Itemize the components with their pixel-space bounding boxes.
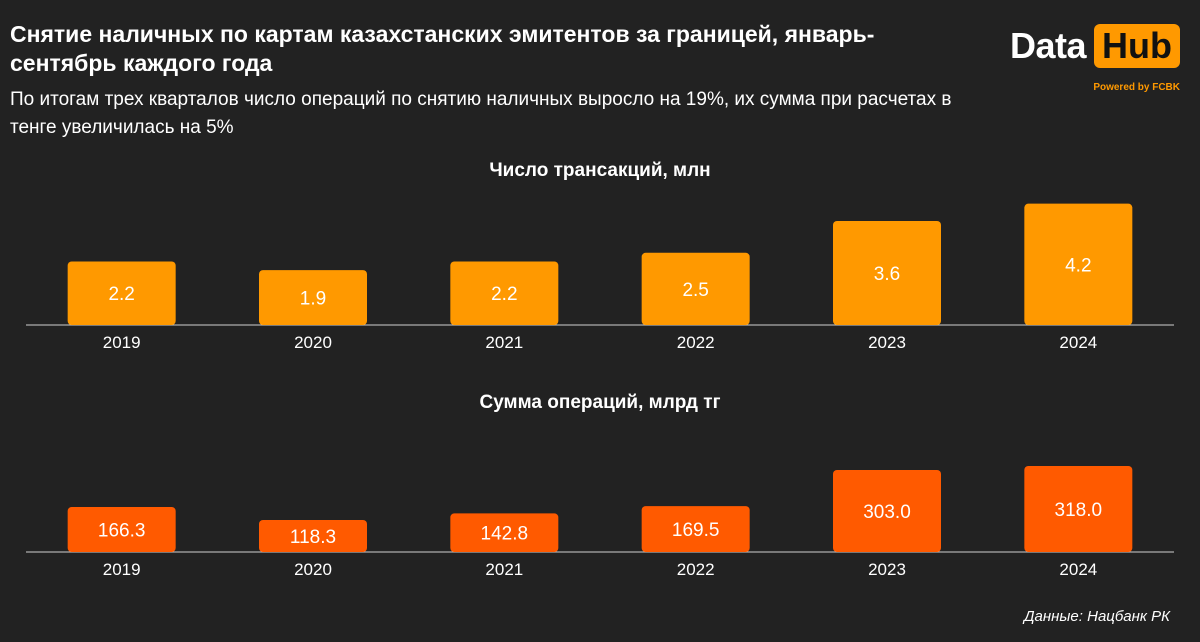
chart1-bar-2019: [67, 261, 176, 325]
chart2-value-label-2022: 169.5: [672, 520, 720, 541]
chart2-tick-label-2023: 2023: [868, 560, 906, 579]
chart2-tick-label-2022: 2022: [677, 560, 715, 579]
chart2-value-label-2023: 303.0: [863, 502, 911, 523]
chart1-bar-2023: [833, 221, 941, 325]
chart2-tick-label-2021: 2021: [485, 560, 523, 579]
chart2-value-label-2021: 142.8: [481, 524, 529, 545]
logo-data-text: Data: [1009, 25, 1087, 66]
chart2-bar-2020: [259, 519, 367, 552]
chart2-bar-2023: [833, 470, 941, 552]
chart2-tick-label-2019: 2019: [103, 560, 141, 579]
chart1-tick-label-2019: 2019: [103, 333, 141, 352]
chart1-value-label-2020: 1.9: [300, 289, 326, 310]
chart2-title: Сумма операций, млрд тг: [479, 392, 721, 413]
chart2-bar-2022: [641, 506, 750, 552]
chart1-value-label-2021: 2.2: [491, 284, 517, 305]
chart-transactions: 2.2 2019 1.9 2020 2.2 2021 2.5 2022 3.6 2023 4.2 20…: [26, 203, 1174, 352]
logo-hub-text: Hub: [1094, 24, 1180, 68]
chart2-value-label-2019: 166.3: [98, 521, 146, 542]
chart1-title: Число трансакций, млн: [489, 160, 711, 181]
source-note: Данные: Нацбанк РК: [1023, 608, 1170, 625]
chart2-bar-2021: [450, 513, 559, 552]
chart1-bar-2021: [450, 261, 559, 325]
chart1-bar-2022: [641, 252, 750, 325]
chart1-value-label-2024: 4.2: [1065, 255, 1091, 276]
chart1-tick-label-2020: 2020: [294, 333, 332, 352]
page-subtitle: По итогам трех кварталов число операций …: [10, 89, 952, 138]
chart2-tick-label-2024: 2024: [1059, 560, 1097, 579]
chart2-tick-label-2020: 2020: [294, 560, 332, 579]
datahub-logo: Data Hub: [1010, 24, 1180, 68]
chart2-bar-2024: [1024, 465, 1133, 552]
chart2-value-label-2020: 118.3: [290, 527, 336, 548]
page-title: Снятие наличных по картам казахстанских …: [10, 21, 875, 76]
chart2-value-label-2024: 318.0: [1055, 500, 1103, 521]
chart1-tick-label-2023: 2023: [868, 333, 906, 352]
logo-powered-by: Powered by FCBK: [1093, 82, 1180, 93]
chart1-value-label-2019: 2.2: [108, 284, 134, 305]
chart1-bar-2024: [1024, 203, 1133, 325]
chart1-tick-label-2024: 2024: [1059, 333, 1097, 352]
chart1-tick-label-2022: 2022: [677, 333, 715, 352]
chart-amount: 166.3 2019 118.3 2020 142.8 2021 169.5 2022 303.…: [26, 465, 1174, 579]
chart1-value-label-2022: 2.5: [682, 280, 708, 301]
chart1-bar-2020: [259, 270, 367, 325]
chart1-value-label-2023: 3.6: [874, 264, 900, 285]
chart2-bar-2019: [67, 507, 176, 552]
chart1-tick-label-2021: 2021: [485, 333, 523, 352]
